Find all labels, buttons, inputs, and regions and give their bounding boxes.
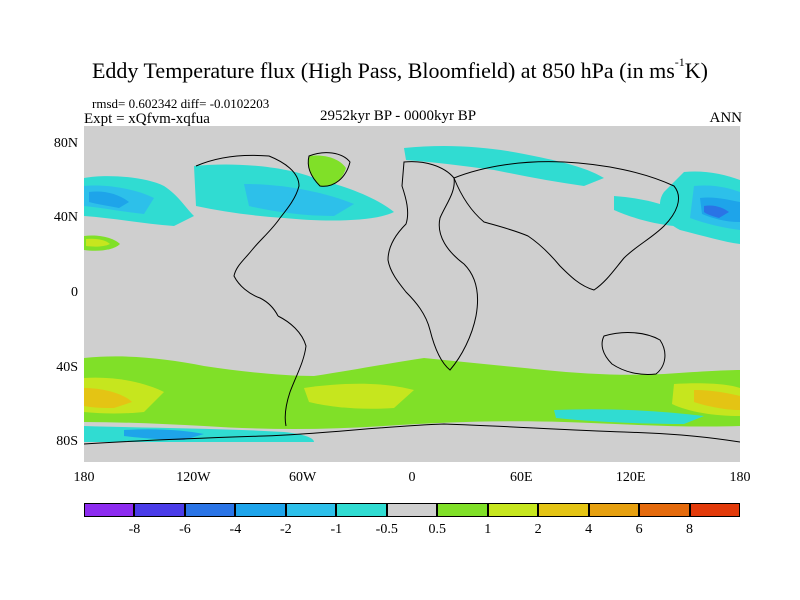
lat-tick-label: 80N — [53, 135, 78, 151]
field-north-pacific — [84, 171, 740, 244]
lon-tick-label: 180 — [73, 470, 95, 485]
lon-tick-label: 120E — [615, 470, 646, 485]
stats-line: rmsd= 0.602342 diff= -0.0102203 — [92, 96, 270, 111]
colorbar-label: -8 — [128, 522, 141, 537]
period-label: 2952kyr BP - 0000kyr BP — [320, 108, 477, 124]
colorbar-label: -6 — [179, 522, 191, 537]
colorbar-box — [285, 503, 337, 517]
colorbar-label: -1 — [330, 522, 343, 537]
field-greenland — [308, 155, 346, 187]
coast-greenland — [307, 152, 351, 187]
season-label: ANN — [709, 110, 743, 126]
colorbar-label: 6 — [635, 522, 643, 537]
coastlines — [84, 152, 740, 445]
experiment-label: Expt = xQfvm-xqfua — [84, 111, 210, 127]
lat-tick-label: 0 — [71, 285, 78, 300]
colorbar-box — [235, 503, 286, 517]
colorbar-label: -0.5 — [375, 522, 398, 537]
colorbar-label: 4 — [585, 522, 593, 537]
field-southern-ocean — [84, 356, 740, 442]
lat-tick-label: 40S — [56, 359, 78, 375]
colorbar-box — [134, 503, 185, 517]
colorbar-label: 1 — [484, 522, 492, 537]
map-panel — [84, 126, 740, 462]
coast-north-america — [195, 154, 300, 317]
chart-title: Eddy Temperature flux (High Pass, Bloomf… — [91, 55, 708, 83]
colorbar-box — [639, 503, 690, 517]
lat-tick-label: 80S — [56, 434, 78, 450]
lat-tick-label: 40N — [53, 210, 78, 226]
colorbar-box — [336, 503, 387, 517]
colorbar-label: 8 — [686, 522, 694, 537]
colorbar-box — [84, 503, 135, 517]
coast-south-america — [277, 315, 307, 427]
colorbar-box — [538, 503, 589, 517]
lon-tick-label: 60E — [510, 470, 533, 485]
field-north-atlantic — [194, 146, 684, 226]
colorbar-box — [184, 503, 236, 517]
coast-europe-africa — [387, 161, 478, 371]
coast-antarctica — [84, 423, 740, 445]
colorbar-label: 2 — [534, 522, 542, 537]
field-pacific-yellow — [86, 238, 110, 247]
colorbar-label: -4 — [229, 522, 242, 537]
coast-australia — [601, 332, 666, 375]
colorbar-box — [487, 503, 539, 517]
colorbar-box — [689, 503, 740, 517]
lon-tick-label: 180 — [729, 470, 751, 485]
lon-tick-label: 0 — [408, 470, 416, 485]
coast-asia — [453, 161, 679, 291]
lon-tick-label: 60W — [289, 470, 317, 485]
lon-tick-label: 120W — [176, 470, 211, 485]
colorbar-label: -2 — [280, 522, 292, 537]
colorbar — [84, 503, 740, 517]
colorbar-label: 0.5 — [428, 522, 446, 537]
map-plot — [84, 126, 740, 462]
colorbar-box — [437, 503, 488, 517]
colorbar-box — [386, 503, 438, 517]
colorbar-box — [588, 503, 640, 517]
